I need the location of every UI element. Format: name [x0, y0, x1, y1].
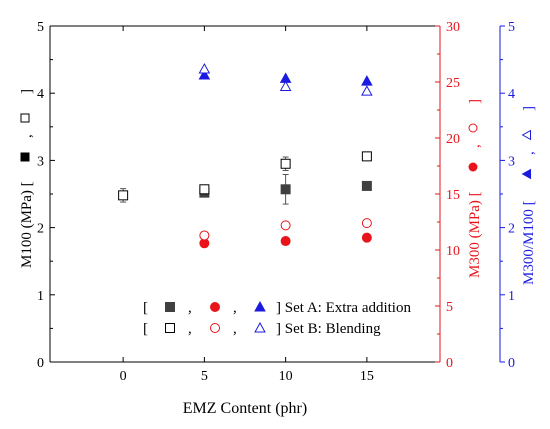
legend-separator: , — [233, 300, 237, 316]
right-axis-ratio-tick-label: 5 — [508, 20, 515, 35]
x-tick-label: 5 — [201, 369, 208, 384]
legend-bracket-open: [ — [143, 300, 148, 316]
right-axis-ratio-tick-label: 0 — [508, 356, 515, 371]
x-tick-label: 10 — [279, 369, 293, 384]
legend-label: ] Set B: Blending — [276, 321, 381, 337]
point-set-a-m300-m100 — [361, 75, 373, 86]
legend-marker-circle-filled — [210, 302, 220, 312]
left-axis-title: M100 (MPa) [,] — [19, 89, 35, 268]
point-set-b-m100 — [361, 151, 372, 162]
right-axis-m300-tick-label: 10 — [446, 244, 460, 259]
left-axis-tick-label: 0 — [37, 356, 44, 371]
left-axis-tick-label: 2 — [37, 222, 44, 237]
legend-separator: , — [233, 321, 237, 337]
left-axis-title-marker-open — [20, 113, 30, 123]
point-set-b-m300 — [199, 230, 210, 241]
legend-marker-triangle-open — [254, 322, 266, 333]
left-axis-title-bracket: ] — [19, 89, 35, 94]
point-set-b-m100 — [199, 184, 210, 195]
data-points — [118, 63, 373, 249]
point-set-b-m300 — [361, 218, 372, 229]
right-axis-ratio-tick-label: 3 — [508, 154, 515, 169]
right-axis-ratio-tick-label: 4 — [508, 87, 515, 102]
axis-titles: M100 (MPa) [,]M300 (MPa) [,]M300/M100 [,… — [19, 89, 537, 417]
right-axis-m300-tick-label: 0 — [446, 356, 453, 371]
legend: [,, ] Set A: Extra addition [,, ] Set B: Bl… — [143, 300, 411, 337]
point-set-a-m100 — [280, 184, 291, 195]
left-axis-title-marker-filled — [20, 152, 30, 162]
right-axis-ratio-title-text: M300/M100 [ — [521, 200, 537, 285]
point-set-b-m300-m100 — [198, 63, 211, 74]
right-axis-m300-tick-label: 25 — [446, 76, 460, 91]
point-set-b-m300-m100 — [361, 85, 373, 96]
axis-ticks — [50, 25, 505, 363]
x-tick-label: 15 — [360, 369, 374, 384]
point-set-b-m300 — [280, 220, 291, 231]
right-axis-m300-tick-label: 20 — [446, 132, 460, 147]
right-axis-ratio-title-marker-open — [521, 129, 532, 141]
tick-labels: 0 5 10 15 0 1 2 3 4 5 0 5 10 15 20 25 30 0 1 2 3 4 5 — [37, 20, 515, 384]
plot-frame — [49, 25, 501, 363]
point-set-b-m300-m100 — [279, 80, 292, 91]
right-axis-ratio-title-marker-filled — [521, 168, 532, 180]
right-axis-m300-tick-label: 15 — [446, 188, 460, 203]
legend-marker-circle-open — [210, 323, 220, 333]
right-axis-ratio-title-comma: , — [521, 151, 537, 155]
legend-bracket-open: [ — [143, 321, 148, 337]
right-axis-ratio-title: M300/M100 [,] — [521, 106, 537, 285]
right-axis-m300-tick-label: 30 — [446, 20, 460, 35]
left-axis-tick-label: 3 — [37, 154, 44, 169]
right-axis-m300-tick-label: 5 — [446, 300, 453, 315]
left-axis-tick-label: 1 — [37, 289, 44, 304]
legend-separator: , — [188, 300, 192, 316]
legend-marker-square-filled — [165, 302, 175, 312]
point-set-b-m100 — [118, 190, 129, 201]
legend-label: ] Set A: Extra addition — [276, 300, 411, 316]
right-axis-m300-title-bracket: ] — [467, 99, 483, 104]
left-axis-tick-label: 5 — [37, 20, 44, 35]
point-set-b-m100 — [280, 158, 291, 169]
right-axis-m300-title: M300 (MPa) [,] — [467, 99, 483, 278]
x-axis-title: EMZ Content (phr) — [183, 400, 307, 417]
left-axis-title-text: M100 (MPa) [ — [19, 181, 35, 268]
point-set-a-m100 — [361, 180, 372, 191]
legend-separator: , — [188, 321, 192, 337]
left-axis-title-comma: , — [19, 134, 35, 138]
right-axis-ratio-tick-label: 1 — [508, 289, 515, 304]
right-axis-m300-title-comma: , — [467, 144, 483, 148]
legend-marker-triangle-filled — [254, 301, 266, 312]
right-axis-m300-title-text: M300 (MPa) [ — [467, 191, 483, 278]
right-axis-m300-title-marker-filled — [468, 162, 478, 172]
left-axis-tick-label: 4 — [37, 87, 44, 102]
x-tick-label: 0 — [120, 369, 127, 384]
right-axis-ratio-title-bracket: ] — [521, 106, 537, 111]
point-set-a-m300 — [361, 232, 372, 243]
right-axis-ratio-tick-label: 2 — [508, 222, 515, 237]
point-set-a-m300-m100 — [198, 69, 211, 80]
right-axis-m300-title-marker-open — [468, 123, 478, 133]
point-set-a-m300 — [280, 236, 291, 247]
legend-marker-square-open — [165, 323, 175, 333]
